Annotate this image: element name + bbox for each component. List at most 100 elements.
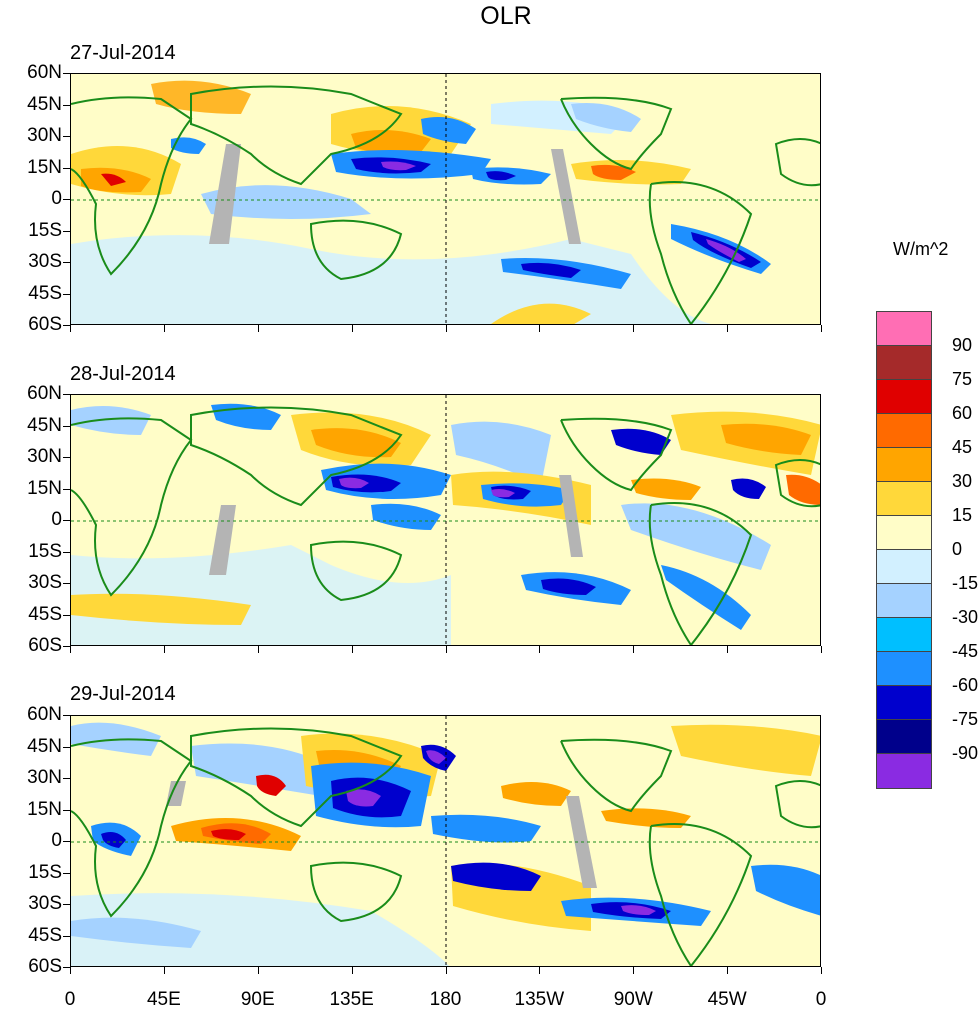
lon-label: 90W xyxy=(613,989,653,1010)
lon-tick xyxy=(633,325,634,332)
lat-label: 60N xyxy=(27,704,62,725)
lat-tick xyxy=(63,394,70,395)
lon-tick xyxy=(821,967,822,974)
lon-tick xyxy=(70,646,71,653)
lat-label: 30N xyxy=(27,446,62,467)
lon-tick xyxy=(164,967,165,974)
lat-label: 45S xyxy=(28,924,62,946)
lat-label: 0 xyxy=(51,830,62,851)
lat-label: 15N xyxy=(27,798,62,820)
colorbar-swatch xyxy=(877,550,931,584)
colorbar xyxy=(876,311,932,789)
colorbar-swatch xyxy=(877,448,931,482)
colorbar-label: -45 xyxy=(952,641,979,661)
lon-tick xyxy=(727,646,728,653)
lon-tick xyxy=(446,646,447,653)
lon-label: 135W xyxy=(514,989,565,1010)
lon-tick xyxy=(727,325,728,332)
colorbar-swatch xyxy=(877,380,931,414)
colorbar-label: 0 xyxy=(952,539,963,559)
lat-label: 60S xyxy=(28,314,62,335)
panel-2-map[interactable] xyxy=(70,394,821,646)
colorbar-swatch xyxy=(877,754,931,788)
lat-tick xyxy=(63,231,70,232)
colorbar-swatch xyxy=(877,312,931,346)
lat-label: 60S xyxy=(28,635,62,656)
colorbar-label: 90 xyxy=(952,335,973,355)
colorbar-label: 30 xyxy=(952,471,973,491)
lat-label: 0 xyxy=(51,188,62,209)
panel-1-svg xyxy=(71,74,820,324)
lon-tick xyxy=(164,646,165,653)
lon-tick xyxy=(258,967,259,974)
lon-tick xyxy=(352,646,353,653)
lat-tick xyxy=(63,457,70,458)
colorbar-label: 60 xyxy=(952,403,973,423)
lon-label: 90E xyxy=(240,989,275,1010)
lat-tick xyxy=(63,520,70,521)
lat-tick xyxy=(63,583,70,584)
colorbar-swatch xyxy=(877,516,931,550)
colorbar-swatch xyxy=(877,414,931,448)
colorbar-swatch xyxy=(877,346,931,380)
lon-tick xyxy=(727,967,728,974)
lat-label: 15N xyxy=(27,156,62,178)
lat-label: 60N xyxy=(27,62,62,83)
panel-1-map[interactable] xyxy=(70,73,821,325)
lon-tick xyxy=(633,646,634,653)
lat-tick xyxy=(63,325,70,326)
lon-label: 45E xyxy=(146,989,181,1010)
lat-label: 15S xyxy=(28,219,62,241)
colorbar-label: -60 xyxy=(952,675,979,695)
lat-label: 0 xyxy=(51,509,62,530)
lat-tick xyxy=(63,873,70,874)
lat-label: 30N xyxy=(27,125,62,146)
panel-3-date: 29-Jul-2014 xyxy=(70,683,176,705)
lat-label: 30S xyxy=(28,251,62,272)
colorbar-label: 75 xyxy=(952,369,973,389)
lon-tick xyxy=(70,325,71,332)
lat-tick xyxy=(63,168,70,169)
lon-tick xyxy=(539,325,540,332)
lat-tick xyxy=(63,136,70,137)
lon-tick xyxy=(821,646,822,653)
lat-label: 60N xyxy=(27,383,62,404)
colorbar-swatch xyxy=(877,584,931,618)
panel-2-svg xyxy=(71,395,820,645)
lon-tick xyxy=(258,646,259,653)
lat-label: 45N xyxy=(27,93,62,115)
lat-tick xyxy=(63,262,70,263)
panel-1-date: 27-Jul-2014 xyxy=(70,42,176,64)
colorbar-swatch xyxy=(877,720,931,754)
lon-tick xyxy=(539,967,540,974)
lon-tick xyxy=(446,967,447,974)
lat-label: 45S xyxy=(28,603,62,625)
lon-tick xyxy=(633,967,634,974)
lat-label: 45N xyxy=(27,414,62,436)
colorbar-swatch xyxy=(877,686,931,720)
lat-tick xyxy=(63,646,70,647)
lat-label: 45S xyxy=(28,282,62,304)
colorbar-swatch xyxy=(877,482,931,516)
colorbar-swatch xyxy=(877,618,931,652)
panel-2-date: 28-Jul-2014 xyxy=(70,363,176,385)
lat-tick xyxy=(63,747,70,748)
lon-tick xyxy=(352,325,353,332)
colorbar-label: 45 xyxy=(952,437,973,457)
lat-tick xyxy=(63,489,70,490)
lat-label: 15N xyxy=(27,477,62,499)
lat-tick xyxy=(63,105,70,106)
lat-tick xyxy=(63,967,70,968)
colorbar-label: -90 xyxy=(952,743,979,763)
lon-label: 0 xyxy=(64,989,76,1010)
colorbar-label: 15 xyxy=(952,505,973,525)
panel-3-svg xyxy=(71,716,820,966)
lat-tick xyxy=(63,936,70,937)
lon-tick xyxy=(70,967,71,974)
lon-tick xyxy=(539,646,540,653)
lon-tick xyxy=(446,325,447,332)
lat-tick xyxy=(63,426,70,427)
colorbar-swatch xyxy=(877,652,931,686)
lon-label: 0 xyxy=(815,989,827,1010)
panel-3-map[interactable] xyxy=(70,715,821,967)
